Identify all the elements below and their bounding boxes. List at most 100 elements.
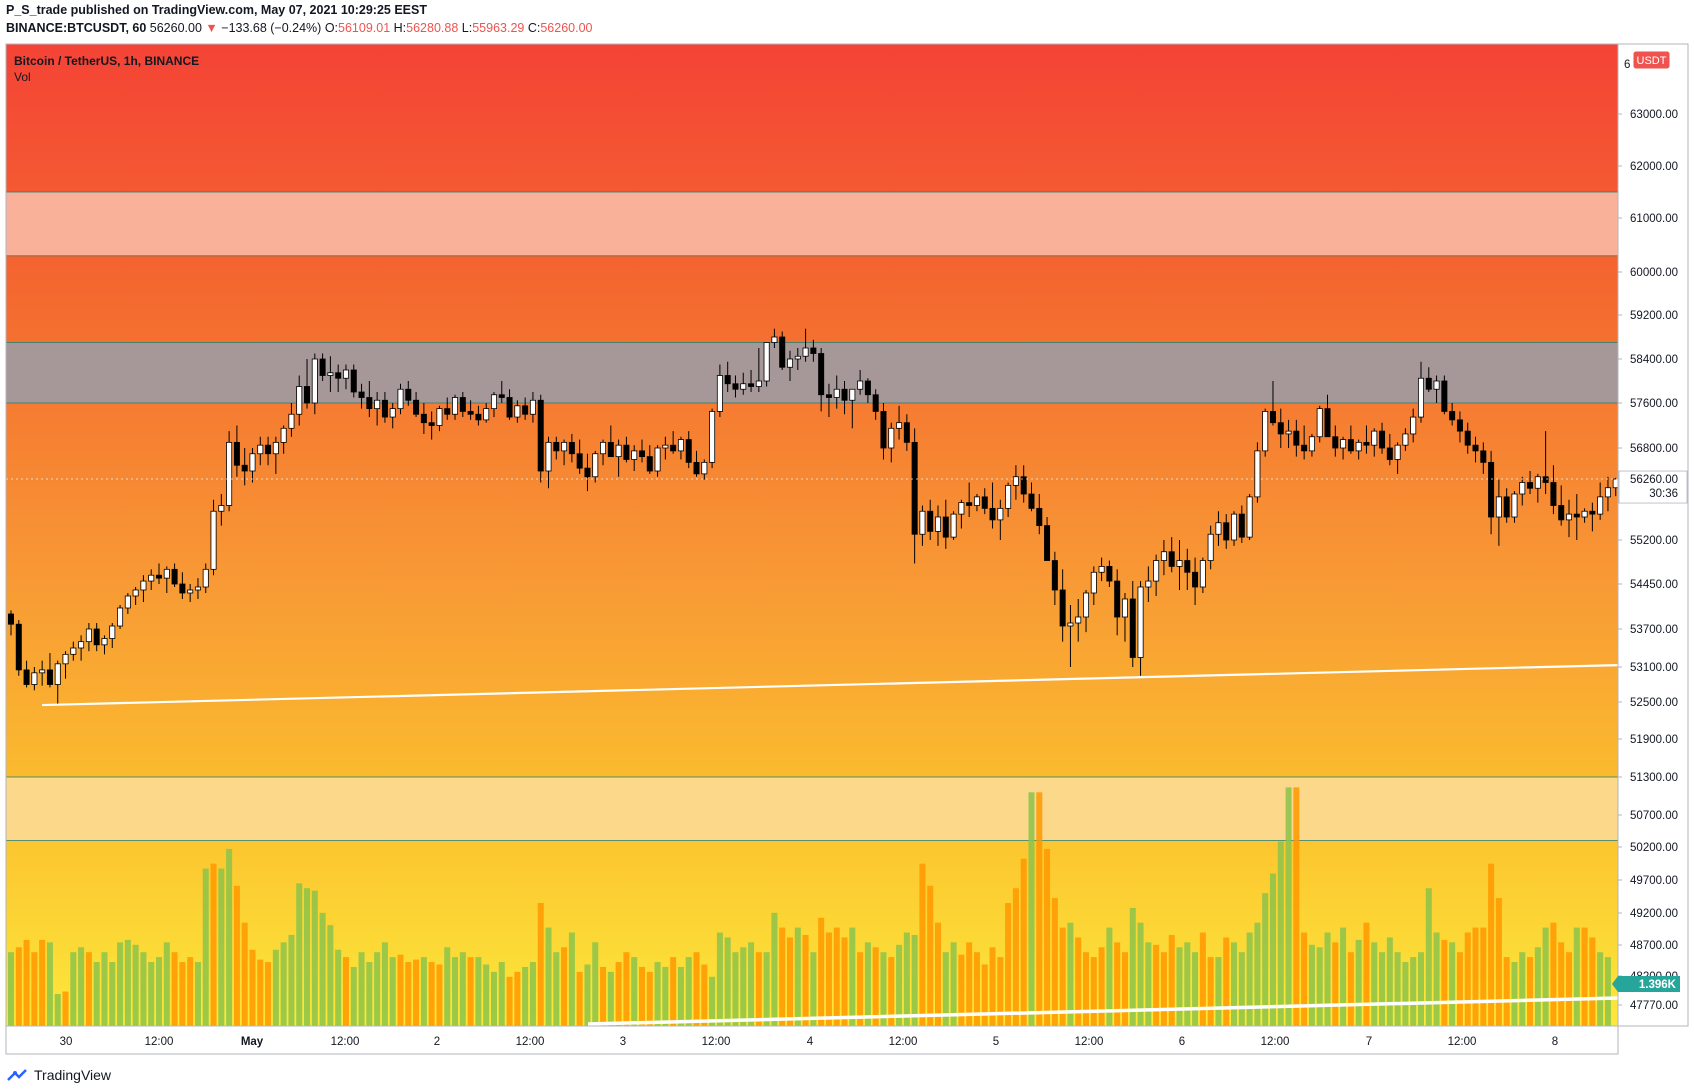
x-tick-day: 5 [993,1036,999,1048]
trendline[interactable] [587,996,1619,1026]
candle [1269,381,1276,426]
volume-bar [1542,927,1549,1026]
volume-bar [46,942,53,1026]
candle-body-down [864,380,871,396]
currency-label: USDT [1637,55,1667,67]
candle-body-down [1114,580,1121,618]
candle [818,348,825,412]
volume-bar [1527,957,1534,1026]
candle [779,331,786,370]
candle-body-up [1511,493,1518,518]
candle-body-down [1277,422,1284,435]
candle [93,623,100,652]
volume-bar [1433,932,1440,1026]
volume-bar [553,952,560,1026]
candle-body-down [638,450,645,458]
zone-band [5,776,1619,841]
volume-bar [132,944,139,1026]
candle [85,623,92,652]
candle-body-up [709,411,716,463]
close-value: 56260.00 [540,21,593,35]
candle [1347,425,1354,454]
volume-bar [1012,888,1019,1026]
last-price: 56260.00 [149,21,202,35]
candle-body-down [911,441,918,535]
candle [748,370,755,392]
y-tick-label: 52500.00 [1630,697,1678,709]
volume-bar [8,952,14,1026]
candle-body-down [576,453,583,469]
candle-body-down [927,510,934,532]
volume-bar [335,949,342,1026]
candle-body-down [1488,461,1495,518]
candle-body-up [1340,439,1347,449]
candle [919,505,926,546]
volume-bar [70,952,77,1026]
currency-badge[interactable]: USDT [1632,50,1671,70]
candle-body-up [31,672,38,685]
y-tick-label: 56800.00 [1630,443,1678,455]
time-axis-panel [5,1025,1619,1055]
candle [1464,422,1471,454]
volume-bar [1394,952,1401,1026]
trendline[interactable] [41,664,1619,707]
candle [1293,419,1300,457]
candle-body-up [1285,430,1292,435]
candle-body-down [1106,566,1113,582]
candle [1589,502,1596,532]
candle [187,584,194,602]
volume-bar [257,959,264,1026]
candle [1402,428,1409,451]
candle [973,494,980,512]
candle [490,392,497,418]
candle-body-down [475,413,482,421]
candle-body-down [1449,411,1456,421]
volume-bar [1106,927,1113,1026]
candle-body-down [825,394,832,398]
volume-bar [771,912,778,1026]
candle-body-down [1441,380,1448,412]
volume-bar [1192,952,1199,1026]
candle [545,436,552,489]
volume-bar [1137,922,1144,1026]
candle [1480,442,1487,474]
volume-bar [218,868,225,1026]
volume-bar [210,863,217,1026]
candle [522,397,529,420]
y-tick-label: 48700.00 [1630,940,1678,952]
candle [857,370,864,395]
candle-body-up [1534,476,1541,489]
volume-bar [1340,927,1347,1026]
candle-body-up [1581,510,1588,518]
candle-body-down [1028,493,1035,509]
volume-bar [459,952,466,1026]
y-tick-label: 49700.00 [1630,875,1678,887]
candle-body-up [54,663,61,685]
candle [872,389,879,420]
candle [864,378,871,403]
x-tick-day: 2 [434,1036,440,1048]
volume-bar [1231,942,1238,1026]
candle-body-up [148,574,155,582]
candle-body-up [514,405,521,418]
candle-body-up [288,413,295,429]
candle [358,383,365,409]
volume-bar [942,952,949,1026]
candle [1581,508,1588,523]
candle [163,566,170,593]
volume-bar [685,957,692,1026]
candle-body-down [304,386,311,404]
publish-info: P_S_trade published on TradingView.com, … [6,3,427,17]
candle-body-up [857,380,864,390]
candle [405,381,412,406]
candle [1044,517,1051,561]
candle-body-down [537,399,544,472]
candle [1207,525,1214,570]
candle-body-up [327,372,334,376]
candle-body-down [420,413,427,424]
volume-bar [841,937,848,1026]
candle [1604,476,1611,512]
candle-body-down [1480,450,1487,463]
candle [210,499,217,576]
